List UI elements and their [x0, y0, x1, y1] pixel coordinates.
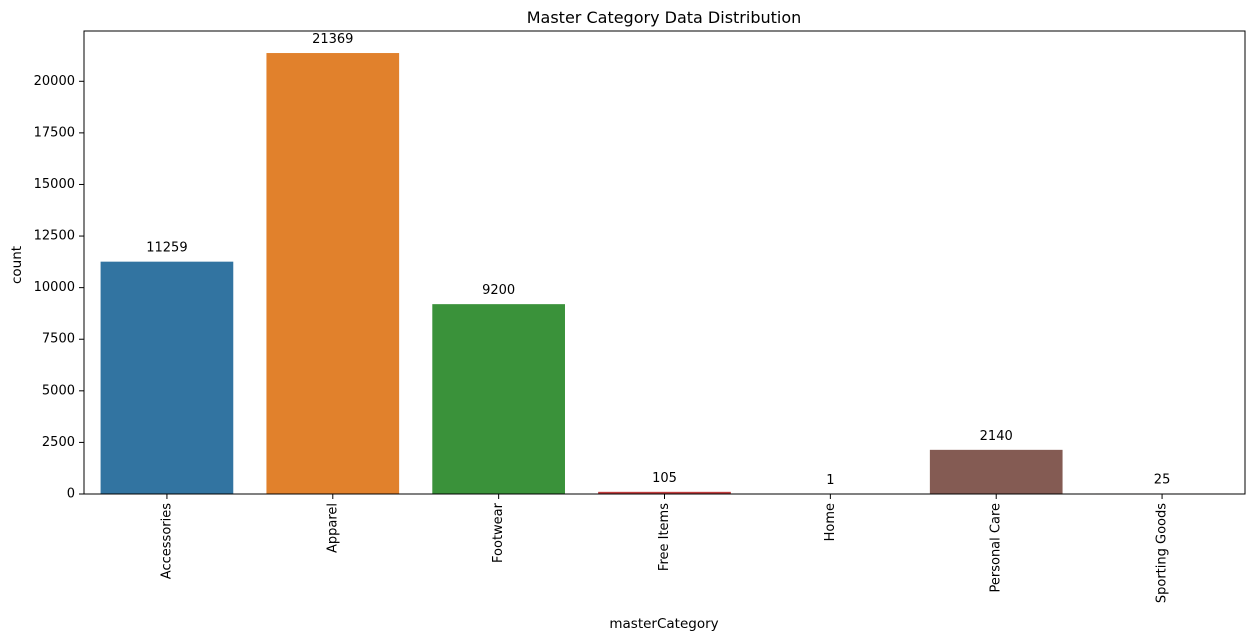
- data-label: 105: [652, 471, 677, 486]
- x-tick-label: Personal Care: [989, 503, 1004, 593]
- x-tick-label: Apparel: [325, 503, 340, 553]
- data-label: 25: [1154, 472, 1171, 487]
- bar-personal-care: [929, 449, 1063, 494]
- y-tick-label: 10000: [34, 280, 75, 295]
- data-label: 1: [826, 473, 834, 488]
- bar-footwear: [432, 304, 565, 494]
- data-label: 21369: [312, 32, 353, 47]
- bar-free-items: [598, 491, 731, 494]
- bars-group: [100, 53, 1229, 494]
- y-tick-label: 0: [67, 487, 75, 502]
- bar-accessories: [100, 261, 234, 494]
- x-axis-label: masterCategory: [609, 616, 718, 632]
- x-axis: Accessories Apparel Footwear Free Items Home…: [159, 494, 1170, 603]
- bar-apparel: [266, 53, 400, 494]
- plot-frame: [83, 30, 1246, 495]
- y-tick-label: 7500: [42, 332, 75, 347]
- y-tick-label: 20000: [34, 74, 75, 89]
- x-tick-label: Accessories: [159, 503, 174, 579]
- y-tick-label: 17500: [34, 125, 75, 140]
- data-label: 2140: [980, 429, 1013, 444]
- data-label: 9200: [482, 283, 515, 298]
- y-tick-label: 2500: [42, 435, 75, 450]
- x-tick-label: Sporting Goods: [1155, 503, 1170, 603]
- data-label: 11259: [146, 241, 187, 256]
- data-labels-group: 11259 21369 9200 105 1 2140 25: [146, 32, 1170, 488]
- y-tick-label: 12500: [34, 229, 75, 244]
- y-axis-label: count: [9, 246, 25, 284]
- x-tick-label: Free Items: [657, 503, 672, 571]
- chart-title: Master Category Data Distribution: [527, 8, 802, 27]
- x-tick-label: Footwear: [491, 502, 506, 563]
- y-axis: 0 2500 5000 7500 10000 12500 15000 17500 20000: [34, 74, 84, 502]
- x-tick-label: Home: [823, 503, 838, 541]
- y-tick-label: 5000: [42, 383, 75, 398]
- y-tick-label: 15000: [34, 177, 75, 192]
